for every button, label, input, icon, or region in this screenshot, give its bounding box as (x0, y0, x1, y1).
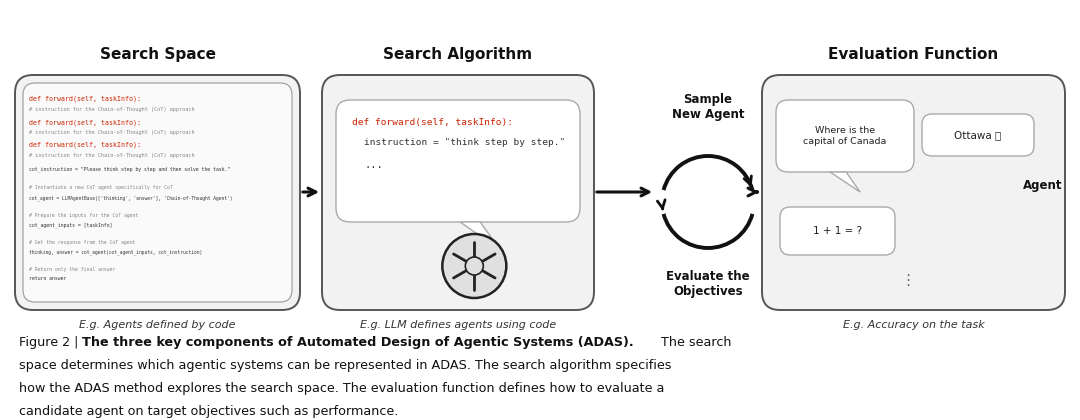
Text: def forward(self, taskInfo):: def forward(self, taskInfo): (29, 119, 141, 126)
FancyBboxPatch shape (28, 94, 283, 299)
Text: ...: ... (364, 160, 382, 170)
Text: Agent: Agent (1023, 178, 1063, 192)
Text: # Prepare the inputs for the CoT agent: # Prepare the inputs for the CoT agent (29, 213, 138, 218)
Text: Search Space: Search Space (99, 47, 216, 62)
Text: Ottawa ✅: Ottawa ✅ (955, 130, 1001, 140)
FancyBboxPatch shape (922, 114, 1034, 156)
FancyBboxPatch shape (336, 100, 580, 222)
FancyBboxPatch shape (35, 87, 291, 292)
Text: Evaluation Function: Evaluation Function (828, 47, 999, 62)
Polygon shape (831, 172, 860, 192)
Text: ⋮: ⋮ (901, 273, 916, 288)
Text: candidate agent on target objectives such as performance.: candidate agent on target objectives suc… (19, 405, 399, 418)
FancyBboxPatch shape (15, 75, 300, 310)
Text: thinking, answer = cot_agent(cot_agent_inputs, cot_instruction): thinking, answer = cot_agent(cot_agent_i… (29, 249, 202, 255)
Text: cot_agent = LLMAgentBase(['thinking', 'answer'], 'Chain-of-Thought Agent'): cot_agent = LLMAgentBase(['thinking', 'a… (29, 195, 232, 201)
Text: 1 + 1 = ?: 1 + 1 = ? (813, 226, 862, 236)
Text: cot_agent_inputs = [taskInfo]: cot_agent_inputs = [taskInfo] (29, 222, 112, 228)
Polygon shape (460, 222, 500, 250)
Text: how the ADAS method explores the search space. The evaluation function defines h: how the ADAS method explores the search … (19, 382, 665, 395)
FancyBboxPatch shape (322, 75, 594, 310)
Text: # Get the response from the CoT agent: # Get the response from the CoT agent (29, 240, 135, 245)
Text: Evaluate the
Objectives: Evaluate the Objectives (666, 270, 750, 298)
Text: Where is the
capital of Canada: Where is the capital of Canada (804, 126, 887, 146)
FancyBboxPatch shape (21, 101, 276, 306)
FancyBboxPatch shape (23, 83, 292, 302)
Text: Figure 2 |: Figure 2 | (19, 336, 83, 349)
Text: # Return only the final answer: # Return only the final answer (29, 267, 116, 272)
Text: # instruction for the Chain-of-Thought (CoT) approach: # instruction for the Chain-of-Thought (… (29, 107, 194, 112)
FancyBboxPatch shape (762, 75, 1065, 310)
Circle shape (465, 257, 484, 275)
Circle shape (443, 234, 507, 298)
Text: # Instantiate a new CoT agent specifically for CoT: # Instantiate a new CoT agent specifical… (29, 185, 173, 190)
Text: The search: The search (657, 336, 731, 349)
Text: # instruction for the Chain-of-Thought (CoT) approach: # instruction for the Chain-of-Thought (… (29, 130, 194, 135)
Text: E.g. Accuracy on the task: E.g. Accuracy on the task (842, 320, 984, 330)
Text: space determines which agentic systems can be represented in ADAS. The search al: space determines which agentic systems c… (19, 359, 672, 372)
FancyBboxPatch shape (780, 207, 895, 255)
Text: The three key components of Automated Design of Agentic Systems (ADAS).: The three key components of Automated De… (82, 336, 634, 349)
FancyBboxPatch shape (777, 100, 914, 172)
Text: return answer: return answer (29, 276, 66, 281)
Text: def forward(self, taskInfo):: def forward(self, taskInfo): (29, 142, 141, 149)
Text: def forward(self, taskInfo):: def forward(self, taskInfo): (352, 118, 513, 127)
Text: instruction = "think step by step.": instruction = "think step by step." (364, 138, 565, 147)
Text: # instruction for the Chain-of-Thought (CoT) approach: # instruction for the Chain-of-Thought (… (29, 153, 194, 158)
Text: cot_instruction = "Please think step by step and then solve the task.": cot_instruction = "Please think step by … (29, 166, 230, 172)
Text: Sample
New Agent: Sample New Agent (672, 93, 744, 121)
Text: Search Algorithm: Search Algorithm (383, 47, 532, 62)
Text: def forward(self, taskInfo):: def forward(self, taskInfo): (29, 95, 141, 102)
Text: E.g. LLM defines agents using code: E.g. LLM defines agents using code (360, 320, 556, 330)
Text: E.g. Agents defined by code: E.g. Agents defined by code (79, 320, 235, 330)
